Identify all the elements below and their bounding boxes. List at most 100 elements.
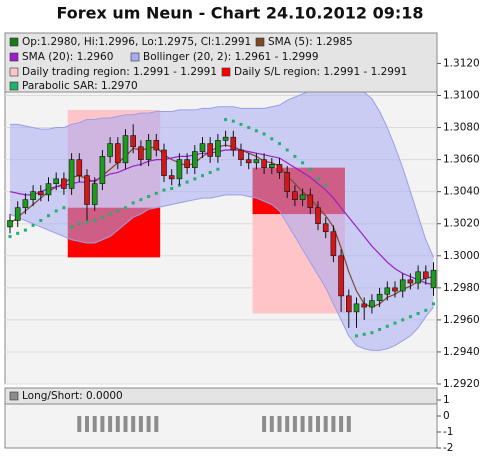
y-tick-label: 1.3100 [443, 90, 480, 102]
indicator-dot [70, 225, 74, 229]
candle-body [369, 300, 375, 308]
indicator-dot [47, 214, 50, 218]
candle-body [37, 191, 44, 196]
indicator-dot [162, 188, 166, 192]
indicator-dot [362, 332, 366, 336]
candle-body [192, 151, 198, 168]
bar [316, 416, 320, 432]
candle-body [199, 143, 206, 152]
indicator-dot [8, 235, 12, 239]
candle-body [307, 194, 314, 208]
bar [285, 416, 290, 432]
indicator-dot [116, 209, 120, 213]
indicator-line [9, 144, 434, 308]
indicator-dot [385, 324, 389, 328]
indicator-dot [408, 315, 412, 319]
candle-body [14, 207, 21, 221]
indicator-dot [77, 222, 81, 226]
candle-body [276, 164, 283, 173]
indicator-dot [270, 137, 274, 141]
legend-label: SMA (20): 1.2960 [22, 51, 113, 63]
bar [108, 416, 113, 432]
candle-body [7, 220, 13, 228]
indicator-dot [131, 201, 135, 205]
candle-body [122, 135, 129, 164]
y-tick-label: -2 [443, 442, 453, 454]
legend-label: Daily trading region: 1.2991 - 1.2991 [22, 66, 217, 78]
bar [77, 416, 82, 432]
indicator-dot [308, 167, 312, 171]
bar [262, 416, 267, 432]
indicator-dot [62, 206, 66, 210]
candle-body [107, 143, 113, 157]
indicator-dot [124, 206, 127, 210]
y-tick-label: -1 [443, 426, 453, 438]
candle-body [184, 159, 190, 168]
band-line [9, 194, 434, 351]
legend-label: Parabolic SAR: 1.2970 [22, 80, 138, 92]
bar [277, 416, 282, 432]
indicator-dot [278, 142, 281, 146]
candle-body [207, 143, 213, 157]
candle-body [91, 183, 98, 205]
indicator-dot [224, 118, 228, 122]
bar [323, 416, 328, 432]
bar [292, 416, 297, 432]
indicator-dot [247, 126, 251, 130]
indicator-dot [301, 161, 305, 165]
indicator-dot [85, 220, 89, 224]
bar [146, 416, 151, 432]
candle-body [176, 159, 183, 180]
candle-body [315, 207, 321, 225]
candle-body [299, 194, 306, 200]
candle-body [99, 156, 106, 184]
bar [339, 416, 344, 432]
bar [115, 416, 120, 432]
candle-body [161, 149, 167, 176]
bar [100, 416, 105, 432]
bar [123, 416, 128, 432]
indicator-dot [285, 148, 289, 152]
y-tick-label: 0 [443, 410, 450, 422]
legend-label: Bollinger (20, 2): 1.2961 - 1.2999 [143, 51, 319, 63]
bar [154, 416, 159, 432]
y-tick-label: 1.3060 [443, 154, 480, 166]
panel-header [4, 387, 438, 405]
indicator-dot [370, 331, 374, 335]
y-tick-label: 1.2980 [443, 282, 480, 294]
indicator-dot [39, 219, 43, 223]
candle-body [30, 191, 36, 200]
indicator-dot [355, 334, 358, 338]
indicator-dot [378, 328, 382, 332]
candle-body [361, 303, 368, 308]
candle-body [76, 159, 83, 176]
legend-swatch [9, 391, 19, 401]
candle-body [130, 135, 136, 148]
candle-body [268, 164, 275, 168]
candle-body [253, 159, 260, 164]
bar [85, 416, 89, 432]
bar [131, 416, 136, 432]
y-tick-label: 1.3020 [443, 218, 480, 230]
legend-background [4, 32, 438, 93]
y-tick-label: 1.3080 [443, 122, 480, 134]
legend-label: SMA (5): 1.2985 [268, 36, 353, 48]
candle-body [245, 159, 252, 164]
chart-title: Forex um Neun - Chart 24.10.2012 09:18 [56, 4, 423, 23]
indicator-dot [100, 215, 104, 219]
indicator-dot [108, 212, 112, 216]
indicator-dot [139, 198, 143, 202]
indicator-dot [293, 154, 297, 158]
candle-body [138, 146, 144, 160]
indicator-dot [93, 219, 97, 223]
indicator-dot [416, 311, 420, 315]
candle-body [145, 140, 152, 160]
candle-body [215, 140, 221, 157]
y-tick-label: 1.3000 [443, 250, 480, 262]
legend-label: Op:1.2980, Hi:1.2996, Lo:1.2975, Cl:1.29… [22, 36, 251, 48]
indicator-dot [170, 186, 174, 190]
candle-body [422, 271, 429, 279]
candle-body [230, 136, 237, 151]
